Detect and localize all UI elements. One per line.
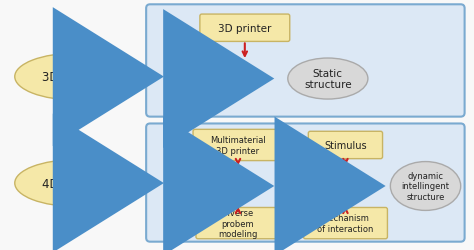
Text: Static
structure: Static structure — [299, 176, 347, 197]
Ellipse shape — [288, 59, 368, 100]
Text: 3D printing: 3D printing — [43, 71, 109, 84]
Text: dynamic
intellingent
structure: dynamic intellingent structure — [401, 172, 449, 201]
Text: Stimulus: Stimulus — [324, 140, 367, 150]
Ellipse shape — [15, 160, 137, 207]
Text: 3D printer: 3D printer — [218, 24, 272, 34]
FancyBboxPatch shape — [200, 15, 290, 42]
FancyBboxPatch shape — [146, 124, 465, 242]
Ellipse shape — [15, 54, 137, 101]
Text: Mechanism
of interaction: Mechanism of interaction — [317, 214, 374, 233]
Ellipse shape — [180, 167, 251, 206]
FancyBboxPatch shape — [303, 208, 387, 239]
Text: Multimaterial
3D printer: Multimaterial 3D printer — [210, 136, 266, 155]
Ellipse shape — [391, 162, 461, 210]
Ellipse shape — [284, 166, 362, 207]
Text: Static
structure: Static structure — [304, 68, 352, 90]
FancyBboxPatch shape — [196, 208, 280, 239]
Text: 4D printing: 4D printing — [42, 177, 109, 190]
Text: Smart
material: Smart material — [195, 176, 236, 197]
Text: Material: Material — [194, 74, 237, 84]
FancyBboxPatch shape — [308, 132, 383, 159]
FancyBboxPatch shape — [193, 130, 283, 161]
Ellipse shape — [180, 61, 251, 98]
FancyBboxPatch shape — [146, 5, 465, 117]
Text: Inverse
probem
modeling: Inverse probem modeling — [219, 208, 258, 238]
